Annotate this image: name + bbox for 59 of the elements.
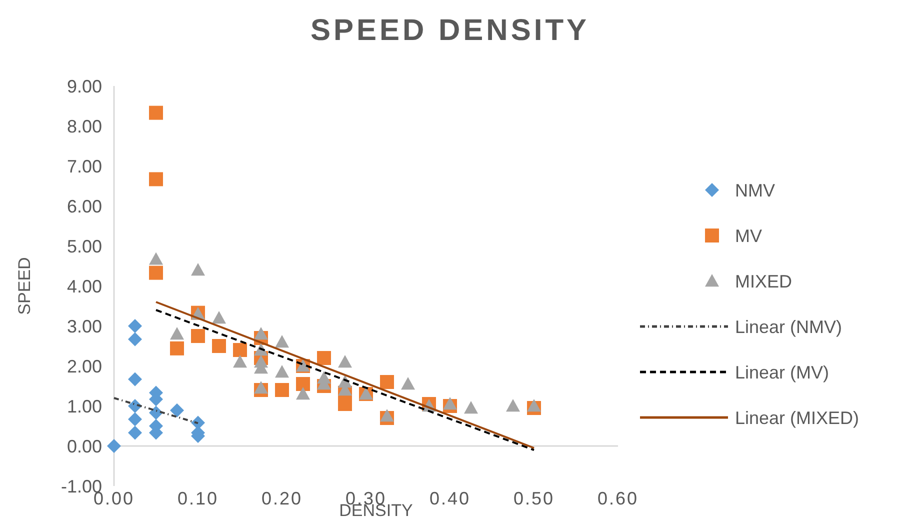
point	[128, 332, 142, 346]
point	[275, 335, 289, 348]
y-tick-label: 6.00	[66, 196, 102, 216]
point	[275, 383, 289, 397]
point	[149, 106, 163, 120]
legend-label: Linear (MIXED)	[735, 408, 860, 428]
point	[128, 319, 142, 333]
y-tick-label: 1.00	[66, 396, 102, 416]
point	[296, 377, 310, 391]
y-axis-title: SPEED	[15, 257, 34, 315]
point	[506, 399, 520, 412]
point	[338, 355, 352, 368]
legend-label: Linear (MV)	[735, 362, 830, 382]
point	[149, 252, 163, 265]
point	[275, 365, 289, 378]
y-tick-label: 7.00	[66, 156, 102, 176]
point	[149, 406, 163, 420]
point	[128, 412, 142, 426]
point	[380, 375, 394, 389]
point	[233, 355, 247, 368]
point	[191, 329, 205, 343]
point	[149, 172, 163, 186]
point	[317, 351, 331, 365]
point	[464, 401, 478, 414]
legend-label: MV	[735, 226, 762, 246]
y-tick-label: 8.00	[66, 116, 102, 136]
legend-label: Linear (NMV)	[735, 316, 842, 337]
point	[191, 263, 205, 276]
y-tick-label: 5.00	[66, 236, 102, 256]
x-tick-label: 0.20	[261, 488, 303, 508]
point	[170, 403, 184, 418]
point	[380, 409, 394, 422]
point	[107, 439, 121, 453]
point	[233, 343, 247, 357]
point	[212, 311, 226, 324]
point	[212, 339, 226, 353]
point	[254, 327, 268, 340]
x-tick-label: 0.10	[177, 488, 219, 508]
y-tick-label: 2.00	[66, 356, 102, 376]
point	[254, 381, 268, 394]
point	[149, 266, 163, 280]
y-tick-label: 0.00	[66, 436, 102, 456]
point	[401, 377, 415, 390]
x-tick-label: 0.40	[429, 488, 471, 508]
point	[443, 397, 457, 410]
point	[170, 341, 184, 356]
point	[170, 327, 184, 340]
point	[128, 372, 142, 386]
point	[128, 426, 142, 440]
y-tick-label: 3.00	[66, 316, 102, 336]
x-tick-label: 0.50	[513, 488, 555, 508]
point	[527, 399, 541, 412]
legend-label: NMV	[735, 180, 775, 200]
point	[296, 387, 310, 400]
legend-label: MIXED	[735, 271, 792, 292]
chart-title: SPEED DENSITY	[310, 14, 590, 47]
y-tick-label: 4.00	[66, 276, 102, 296]
y-tick-label: 9.00	[66, 76, 102, 96]
x-tick-label: 0.60	[597, 488, 639, 508]
